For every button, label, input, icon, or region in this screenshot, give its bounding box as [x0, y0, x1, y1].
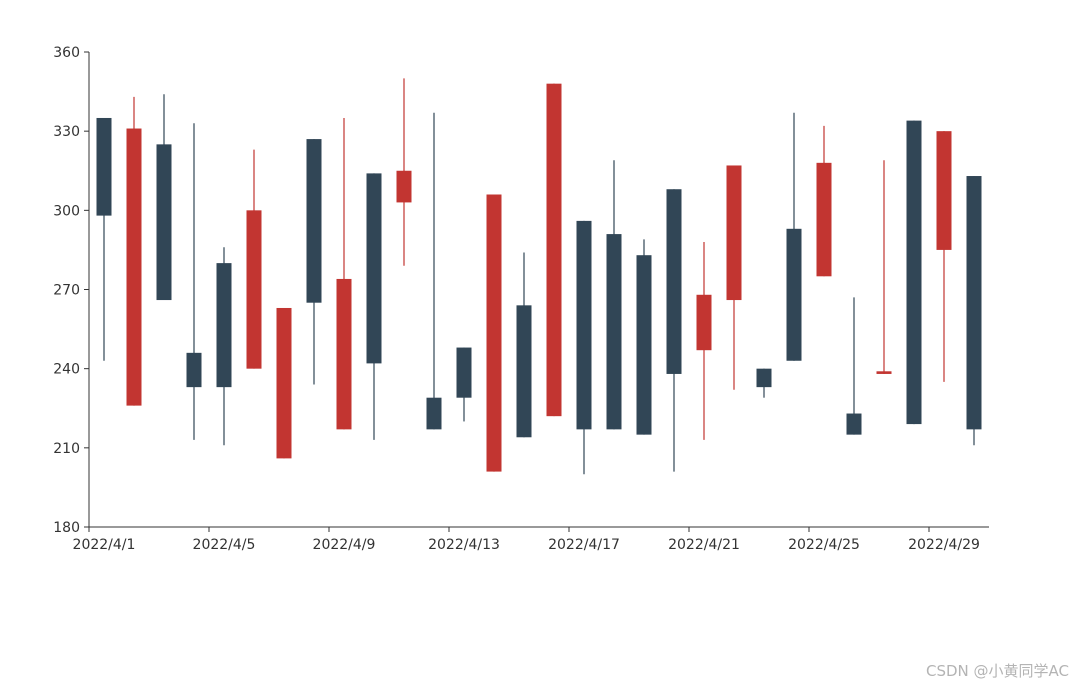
- candle-body: [936, 131, 952, 250]
- candle-body: [606, 234, 622, 430]
- candle: [546, 83, 562, 417]
- candle: [696, 242, 712, 440]
- candle-body: [396, 170, 412, 203]
- candle: [906, 120, 922, 425]
- candle-body: [966, 176, 982, 430]
- candle: [966, 176, 982, 446]
- candle: [306, 139, 322, 385]
- y-tick-label: 180: [53, 520, 80, 536]
- candle: [636, 239, 652, 435]
- candle: [606, 160, 622, 430]
- x-tick-label: 2022/4/29: [908, 537, 980, 553]
- candle: [756, 368, 772, 398]
- candle: [426, 112, 442, 430]
- candle: [816, 125, 832, 277]
- candle: [456, 347, 472, 422]
- axes: 180 210 240 270 300 330 360 2022/4/1 2022/4/5 202…: [53, 45, 989, 553]
- candle: [126, 96, 142, 406]
- candle-body: [906, 120, 922, 425]
- candle-body: [366, 173, 382, 364]
- candle-body: [486, 194, 502, 472]
- candle-body: [546, 83, 562, 417]
- candles: [96, 78, 982, 475]
- candle-body: [576, 220, 592, 430]
- candle-body: [156, 144, 172, 301]
- candle: [876, 160, 892, 374]
- candle-body: [726, 165, 742, 301]
- x-tick-label: 2022/4/5: [193, 537, 256, 553]
- candle-body: [666, 189, 682, 374]
- candle: [666, 189, 682, 472]
- candle: [366, 173, 382, 440]
- candle-body: [876, 371, 892, 374]
- y-tick-label: 300: [53, 203, 80, 219]
- y-tick-label: 270: [53, 283, 80, 299]
- candle: [516, 252, 532, 438]
- candle: [186, 123, 202, 440]
- candle-body: [696, 294, 712, 351]
- x-tick-label: 2022/4/25: [788, 537, 860, 553]
- y-tick-label: 240: [53, 362, 80, 378]
- candle: [936, 131, 952, 382]
- candle-body: [216, 263, 232, 388]
- candle-body: [186, 352, 202, 388]
- x-tick-label: 2022/4/1: [73, 537, 136, 553]
- candle-body: [816, 162, 832, 277]
- candle-body: [96, 117, 112, 216]
- candle-body: [306, 139, 322, 303]
- candle: [726, 165, 742, 390]
- candle-body: [786, 228, 802, 361]
- candle: [216, 247, 232, 446]
- candle-body: [426, 397, 442, 430]
- candle: [786, 112, 802, 361]
- candle: [486, 194, 502, 472]
- candle: [96, 117, 112, 361]
- candle-body: [336, 278, 352, 430]
- candle: [576, 220, 592, 475]
- candle-body: [516, 305, 532, 438]
- candle: [156, 94, 172, 301]
- x-tick-label: 2022/4/17: [548, 537, 620, 553]
- candle: [846, 297, 862, 435]
- candle: [396, 78, 412, 266]
- candle: [246, 149, 262, 369]
- candle-body: [276, 307, 292, 459]
- candle-body: [456, 347, 472, 398]
- x-tick-label: 2022/4/21: [668, 537, 740, 553]
- candle: [336, 117, 352, 430]
- x-tick-label: 2022/4/9: [313, 537, 376, 553]
- candle-body: [756, 368, 772, 388]
- watermark: CSDN @小黄同学AC: [925, 662, 1069, 680]
- candle-body: [846, 413, 862, 435]
- candle: [276, 307, 292, 459]
- candle-body: [636, 255, 652, 435]
- candle-body: [246, 210, 262, 369]
- x-tick-label: 2022/4/13: [428, 537, 500, 553]
- candle-body: [126, 128, 142, 406]
- y-tick-label: 330: [53, 124, 80, 140]
- y-tick-label: 210: [53, 441, 80, 457]
- y-tick-label: 360: [53, 45, 80, 61]
